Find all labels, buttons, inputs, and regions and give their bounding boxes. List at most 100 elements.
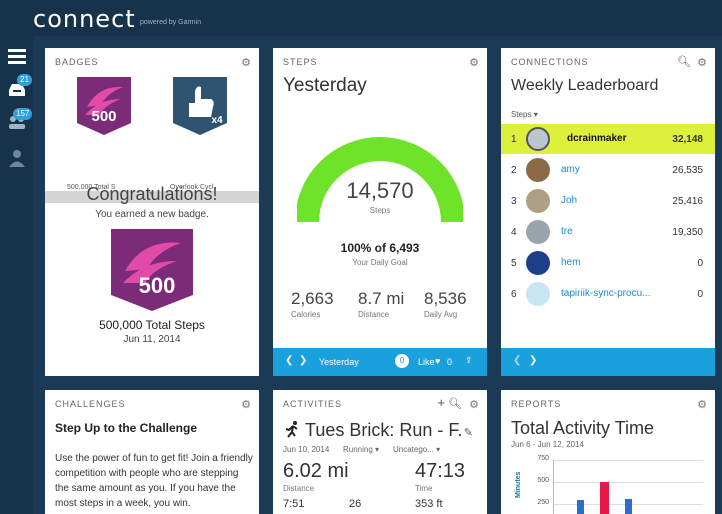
comment-count[interactable]: 0 (395, 354, 409, 368)
top-bar: connect powered by Garmin (0, 0, 722, 36)
congrats-subtitle: You earned a new badge. (95, 209, 209, 220)
leaderboard-row[interactable]: 6 tapiriik-sync-procu... 0 (501, 279, 715, 309)
stat-value: 2,663 (291, 289, 334, 308)
footer-date-label: Yesterday (319, 357, 359, 367)
badges-collapse-strip[interactable]: ▼ (45, 191, 259, 203)
steps-header: STEPS (283, 57, 318, 67)
chart-bar[interactable] (600, 482, 609, 514)
stat-value: 8,536 (424, 289, 467, 308)
leaderboard-row[interactable]: 2 amy 26,535 (501, 155, 715, 185)
row-name[interactable]: dcrainmaker (567, 133, 627, 144)
chevron-left-icon[interactable]: ❮ (285, 355, 294, 366)
report-date-range: Jun 6 - Jun 12, 2014 (511, 440, 584, 449)
badge-thumbs-up-icon[interactable]: x4 (173, 77, 227, 135)
leaderboard-row[interactable]: 5 hem 0 (501, 248, 715, 278)
leaderboard-row[interactable]: 1 dcrainmaker 32,148 (501, 124, 715, 154)
report-tick: 750 (537, 455, 549, 462)
like-count: 0 (447, 357, 453, 367)
grid-line (553, 460, 703, 461)
chevron-right-icon[interactable]: ❯ (529, 355, 538, 366)
earned-badge-icon[interactable]: 500 (111, 229, 193, 311)
reports-header: REPORTS (511, 399, 562, 409)
row-rank: 5 (511, 258, 517, 269)
activity-time: 47:13 (415, 460, 466, 482)
grid-line (553, 482, 703, 483)
row-name[interactable]: amy (561, 164, 580, 175)
row-value: 19,350 (672, 227, 703, 238)
row-rank: 6 (511, 289, 517, 300)
row-value: 32,148 (672, 134, 703, 145)
row-value: 0 (697, 289, 703, 300)
challenge-title[interactable]: Step Up to the Challenge (55, 421, 198, 435)
activity-type: Running (343, 445, 373, 454)
chart-bar[interactable] (625, 499, 632, 514)
logo-subtitle: powered by Garmin (140, 19, 202, 26)
like-button[interactable]: Like (418, 357, 435, 367)
challenge-text: Use the power of fun to get fit! Join a … (55, 453, 253, 509)
row-name[interactable]: tapiriik-sync-procu... (561, 288, 651, 299)
activity-distance: 6.02 mi (283, 460, 349, 482)
avatar (526, 220, 550, 244)
caret-down-icon: ▾ (533, 110, 538, 119)
row-name[interactable]: hem (561, 257, 581, 268)
app-logo[interactable]: connect (33, 5, 136, 33)
pencil-icon[interactable]: ✎ (463, 427, 473, 439)
caret-down-icon: ▾ (436, 445, 441, 454)
stat-label: Distance (358, 310, 390, 319)
report-title: Total Activity Time (511, 418, 655, 438)
stat-value: 8.7 mi (358, 289, 405, 308)
caret-down-icon: ▾ (375, 445, 380, 454)
row-rank: 4 (511, 227, 517, 238)
search-icon[interactable]: 🔍︎ (677, 56, 691, 68)
stat-distance: 8.7 mi Distance (358, 289, 428, 319)
reports-card: REPORTS ⚙ Total Activity Time Jun 6 - Ju… (501, 390, 715, 514)
search-icon[interactable]: 🔍︎ (448, 398, 462, 410)
activity-title[interactable]: Tues Brick: Run - F. (305, 420, 463, 440)
avatar (526, 251, 550, 275)
inbox-icon[interactable] (7, 80, 27, 100)
challenges-header: CHALLENGES (55, 399, 126, 409)
steps-gauge (297, 137, 463, 223)
chevron-left-icon[interactable]: ❮ (513, 355, 522, 366)
add-icon[interactable]: + (437, 395, 445, 410)
stat-daily-avg: 8,536 Daily Avg (424, 289, 487, 319)
row-value: 0 (697, 258, 703, 269)
activity-category-select[interactable]: Uncatego... ▾ (393, 445, 440, 454)
leaderboard-row[interactable]: 4 tre 19,350 (501, 217, 715, 247)
activity-date: Jun 10, 2014 (283, 445, 330, 454)
reports-gear-icon[interactable]: ⚙ (697, 399, 707, 411)
chart-bar[interactable] (577, 500, 584, 514)
profile-icon[interactable] (7, 148, 27, 168)
row-value: 25,416 (672, 196, 703, 207)
row-name[interactable]: Joh (561, 195, 578, 206)
stat-label: Calories (291, 310, 321, 319)
badge1-sublabel: 500,000 Total S (67, 184, 116, 191)
earned-badge-number: 500 (139, 273, 176, 298)
steps-goal-label: Your Daily Goal (352, 258, 408, 267)
leaderboard-title: Weekly Leaderboard (511, 77, 659, 94)
sidebar: 21 157 (0, 36, 33, 514)
row-name[interactable]: tre (561, 226, 573, 237)
badges-gear-icon[interactable]: ⚙ (241, 57, 251, 69)
badges-card: BADGES ⚙ 500 x4 500,000 Total S Overlook… (45, 48, 259, 376)
chevron-down-icon[interactable]: ▼ (148, 191, 155, 198)
steps-card: STEPS ⚙ Yesterday 14,570 Steps 100% of 6… (273, 48, 487, 376)
activities-gear-icon[interactable]: ⚙ (469, 399, 479, 411)
badge2-count: x4 (211, 115, 223, 126)
badge-date: Jun 11, 2014 (123, 334, 181, 345)
connections-card: CONNECTIONS 🔍︎ ⚙ Weekly Leaderboard Step… (501, 48, 715, 376)
activity-type-select[interactable]: Running ▾ (343, 445, 379, 454)
connections-gear-icon[interactable]: ⚙ (697, 57, 707, 69)
badge-500k-steps-icon[interactable]: 500 (77, 77, 131, 135)
avatar (526, 189, 550, 213)
leaderboard-row[interactable]: 3 Joh 25,416 (501, 186, 715, 216)
chevron-right-icon[interactable]: ❯ (299, 355, 308, 366)
leaderboard-sort[interactable]: Steps ▾ (511, 110, 538, 119)
heart-icon[interactable]: ♥ (435, 356, 441, 366)
steps-footer: ❮ ❯ Yesterday 0 Like ♥ 0 ⇪ (273, 348, 487, 376)
challenges-gear-icon[interactable]: ⚙ (241, 399, 251, 411)
avatar (526, 127, 550, 151)
menu-icon[interactable] (7, 46, 27, 66)
steps-gear-icon[interactable]: ⚙ (469, 57, 479, 69)
share-icon[interactable]: ⇪ (465, 355, 473, 365)
